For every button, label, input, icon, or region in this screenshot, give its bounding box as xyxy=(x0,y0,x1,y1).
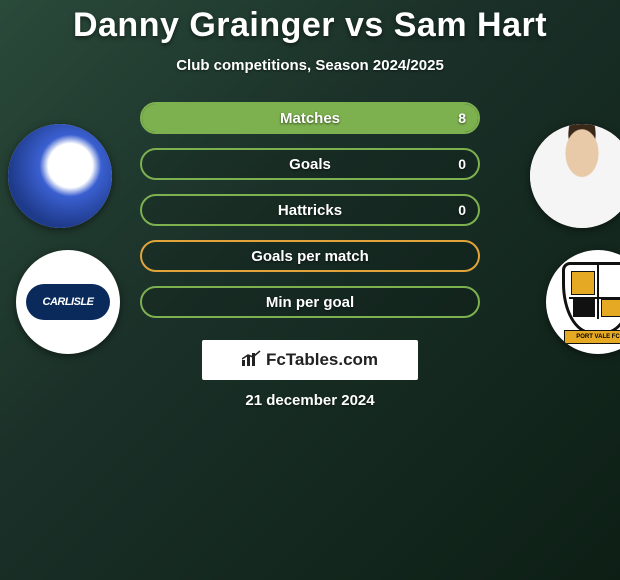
subtitle: Club competitions, Season 2024/2025 xyxy=(0,57,620,74)
player-left-photo xyxy=(8,124,112,228)
port-vale-logo: PORT VALE FC xyxy=(562,262,620,342)
date-label: 21 december 2024 xyxy=(0,392,620,409)
bar-row: Min per goal xyxy=(140,286,480,318)
bar-row: Hattricks0 xyxy=(140,194,480,226)
comparison-bars: Matches8Goals0Hattricks0Goals per matchM… xyxy=(140,102,480,318)
bar-value-right: 0 xyxy=(458,156,466,172)
chart-icon xyxy=(242,350,262,371)
bar-row: Goals0 xyxy=(140,148,480,180)
bar-label: Matches xyxy=(142,110,478,127)
carlisle-logo: CARLISLE xyxy=(26,284,110,320)
bar-value-right: 8 xyxy=(458,110,466,126)
page-title: Danny Grainger vs Sam Hart xyxy=(0,6,620,45)
branding-badge: FcTables.com xyxy=(202,340,418,380)
branding-text: FcTables.com xyxy=(266,350,378,370)
bar-label: Hattricks xyxy=(142,202,478,219)
player-left-avatar xyxy=(8,124,112,228)
bar-row: Goals per match xyxy=(140,240,480,272)
bar-value-right: 0 xyxy=(458,202,466,218)
bar-row: Matches8 xyxy=(140,102,480,134)
bar-label: Goals xyxy=(142,156,478,173)
club-left-badge: CARLISLE xyxy=(16,250,120,354)
bar-label: Goals per match xyxy=(142,248,478,265)
bar-label: Min per goal xyxy=(142,294,478,311)
